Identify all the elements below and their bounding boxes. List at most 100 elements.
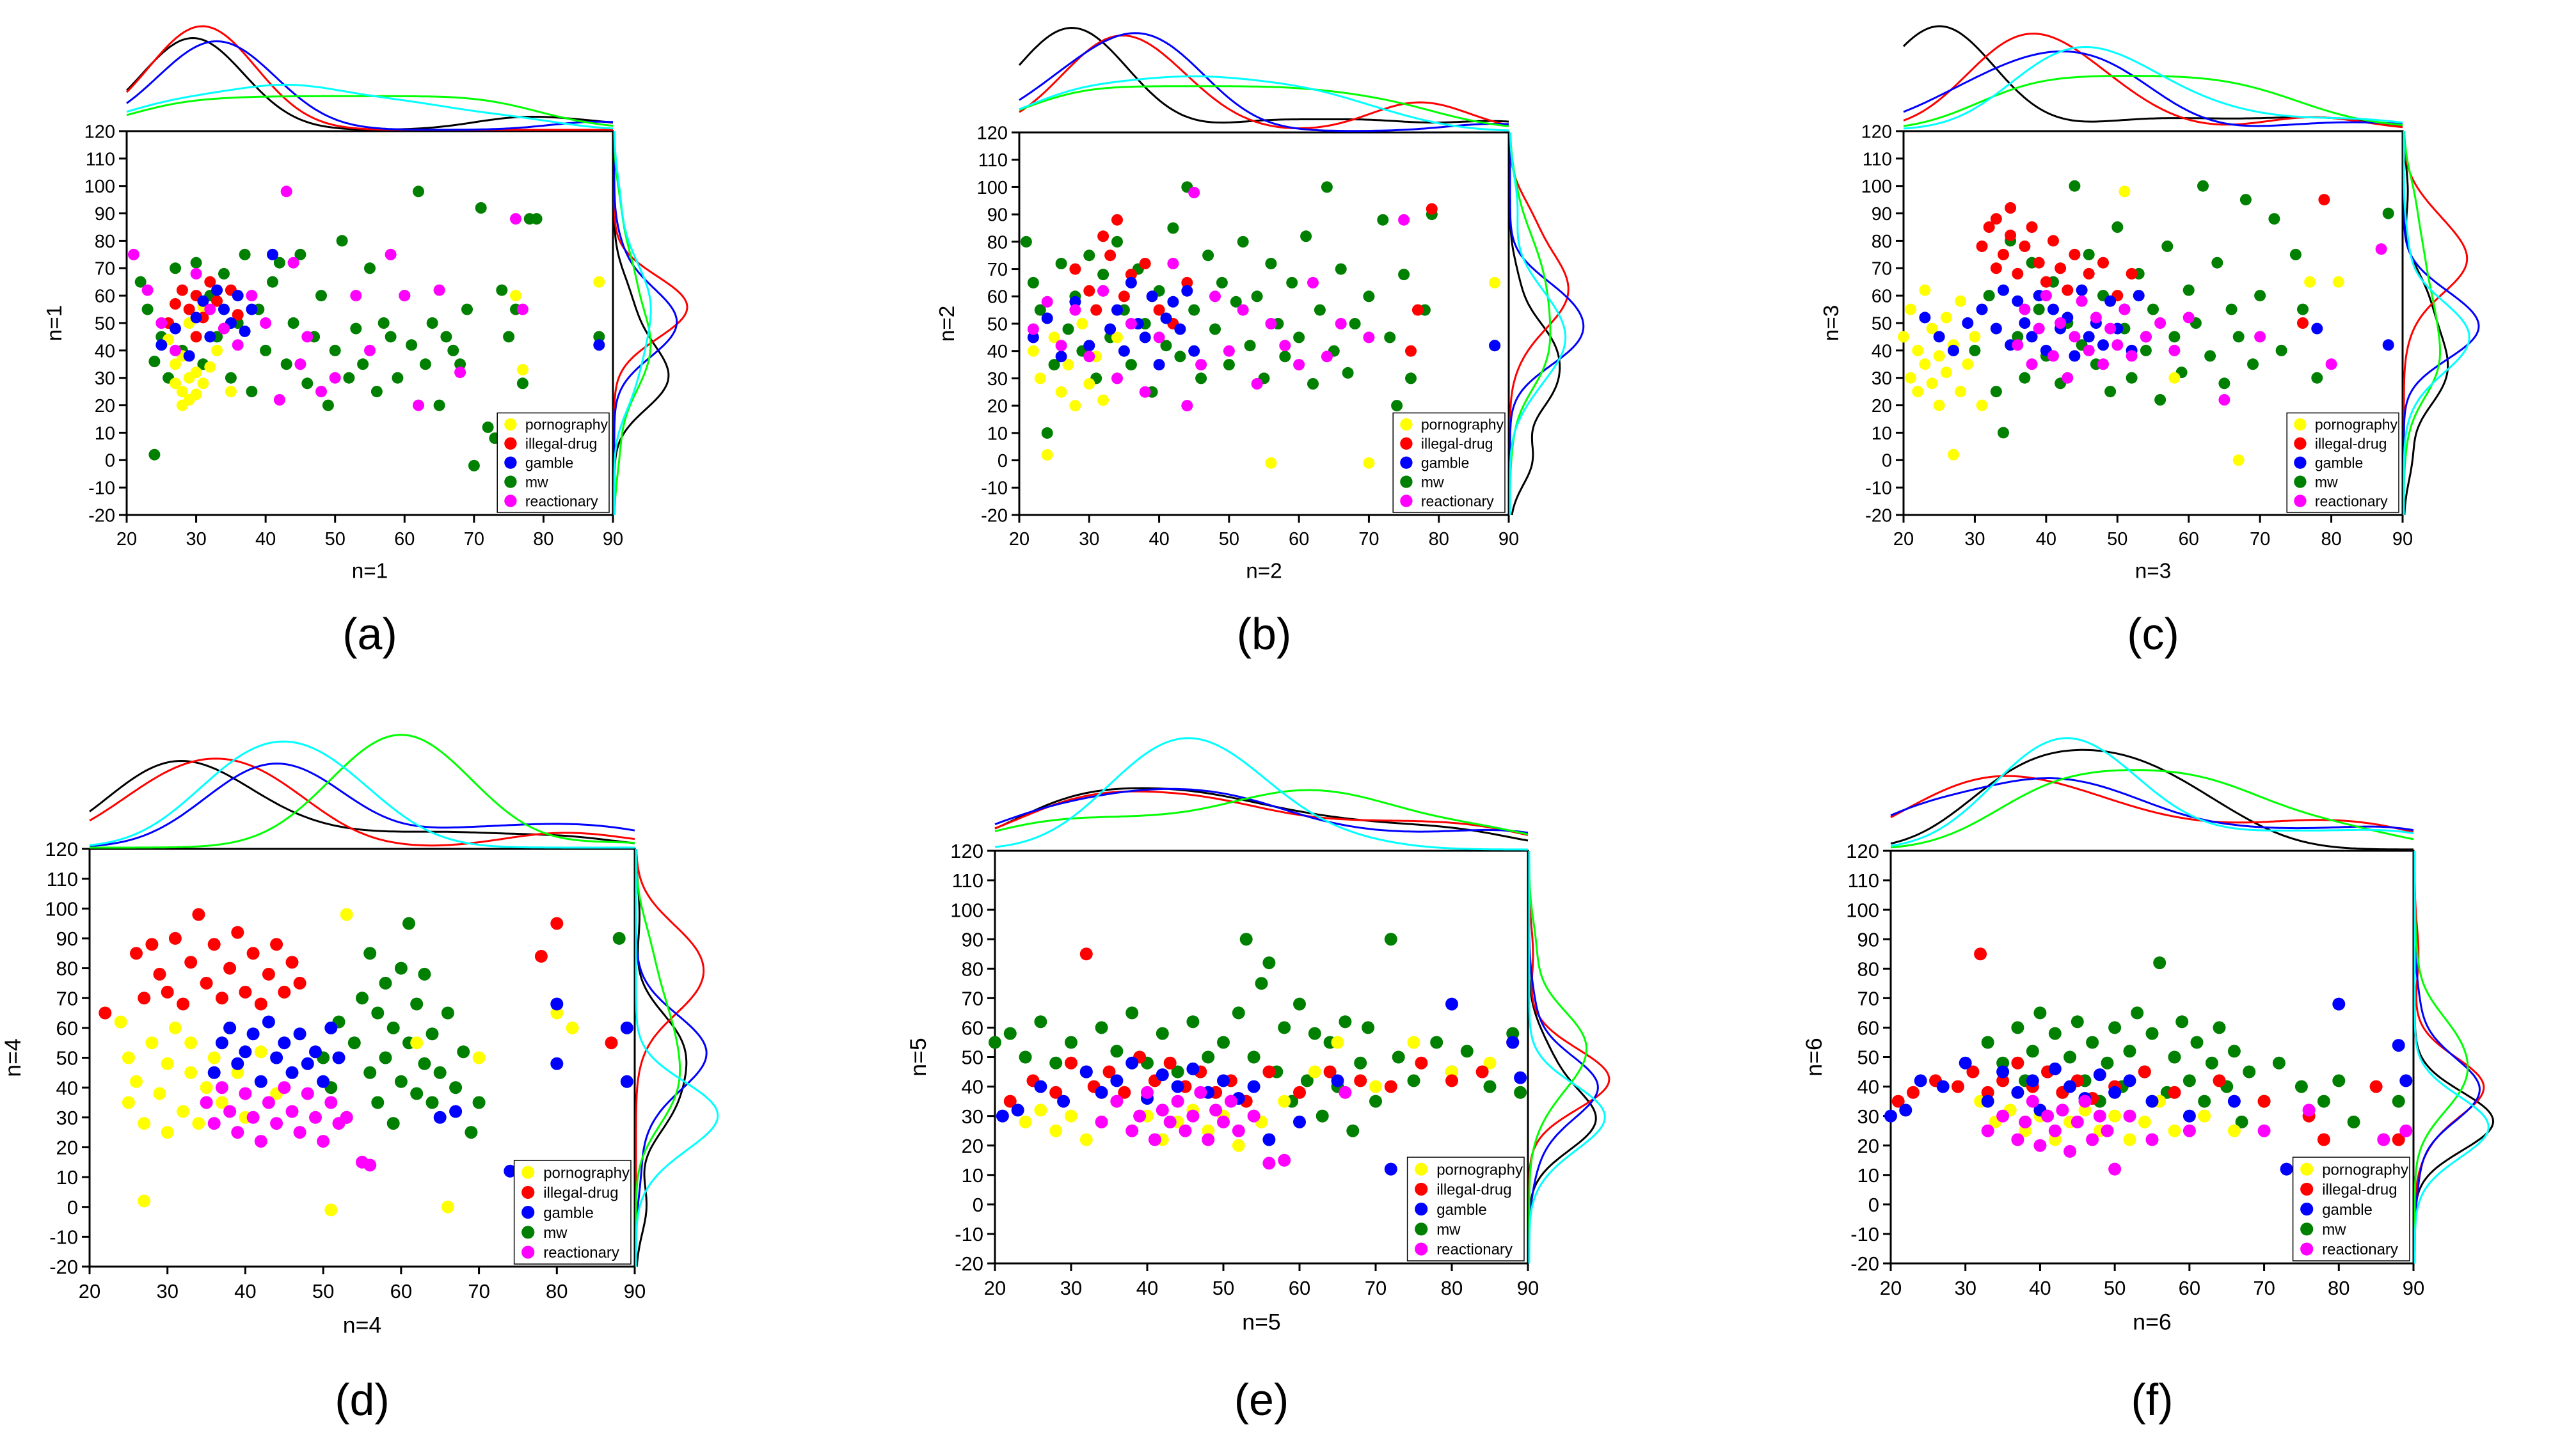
point-reactionary: [1055, 340, 1067, 352]
point-gamble: [1919, 312, 1931, 324]
point-reactionary: [170, 344, 181, 356]
point-illegal-drug: [1990, 213, 2002, 225]
point-reactionary: [2123, 1109, 2136, 1123]
point-gamble: [211, 284, 223, 296]
point-mw: [1969, 344, 1981, 356]
point-reactionary: [2083, 344, 2095, 356]
point-mw: [1167, 222, 1179, 234]
point-gamble: [246, 1027, 260, 1041]
point-gamble: [262, 1015, 275, 1029]
point-reactionary: [2154, 317, 2167, 329]
point-mw: [148, 448, 161, 461]
point-mw: [2168, 1050, 2181, 1064]
point-mw: [2272, 1056, 2286, 1070]
point-illegal-drug: [1998, 248, 2009, 260]
point-reactionary: [516, 303, 529, 315]
x-tick-label: 40: [1136, 1277, 1158, 1299]
x-tick-label: 60: [394, 529, 415, 550]
point-illegal-drug: [184, 956, 198, 969]
point-reactionary: [207, 1117, 221, 1130]
point-reactionary: [2063, 1144, 2077, 1158]
point-pornography: [1905, 372, 1917, 384]
point-reactionary: [1083, 351, 1095, 363]
point-mw: [1125, 359, 1137, 371]
x-tick-label: 50: [312, 1280, 334, 1302]
right-density-gamble: [2413, 851, 2481, 1263]
point-gamble: [2026, 331, 2038, 343]
point-illegal-drug: [2019, 241, 2031, 252]
point-gamble: [1146, 290, 1158, 303]
point-gamble: [1111, 304, 1123, 316]
point-reactionary: [340, 1111, 353, 1124]
point-pornography: [1202, 1124, 1215, 1137]
y-tick-label: -10: [981, 478, 1008, 499]
point-pornography: [122, 1051, 135, 1064]
point-gamble: [2063, 1080, 2077, 1093]
point-pornography: [2119, 186, 2131, 198]
point-pornography: [1976, 399, 1988, 411]
point-illegal-drug: [192, 908, 205, 921]
point-reactionary: [1335, 318, 1347, 329]
point-mw: [1362, 1021, 1375, 1034]
point-gamble: [285, 1066, 299, 1079]
x-tick-label: 40: [1149, 529, 1169, 550]
y-axis-label: n=2: [935, 306, 959, 342]
y-tick-label: 60: [1872, 287, 1892, 307]
point-reactionary: [2026, 358, 2038, 370]
point-gamble: [1445, 997, 1458, 1011]
point-reactionary: [232, 339, 244, 351]
point-gamble: [1188, 345, 1200, 357]
top-density-gamble: [1019, 32, 1509, 132]
legend-marker-reactionary: [1400, 494, 1413, 507]
point-pornography: [200, 1081, 213, 1095]
legend-label: pornography: [2315, 416, 2398, 433]
point-reactionary: [1339, 1086, 1352, 1099]
point-mw: [426, 317, 438, 329]
point-reactionary: [1156, 1103, 1169, 1117]
x-tick-label: 20: [1880, 1277, 1902, 1299]
y-tick-label: -20: [981, 505, 1008, 526]
point-mw: [530, 213, 543, 225]
point-pornography: [550, 1006, 564, 1020]
y-tick-label: 90: [95, 204, 115, 225]
point-pornography: [441, 1200, 454, 1214]
legend-marker-mw: [2300, 1222, 2314, 1236]
top-density-gamble: [89, 763, 635, 848]
point-reactionary: [2093, 1109, 2106, 1123]
point-mw: [2227, 1045, 2241, 1058]
point-mw: [1346, 1124, 1360, 1137]
point-reactionary: [301, 331, 314, 343]
point-illegal-drug: [1976, 241, 1988, 252]
point-illegal-drug: [2069, 248, 2081, 260]
point-gamble: [1041, 312, 1053, 324]
x-tick-label: 50: [325, 529, 346, 550]
x-tick-label: 90: [1517, 1277, 1539, 1299]
point-mw: [1981, 1036, 1994, 1049]
point-pornography: [2168, 372, 2181, 384]
point-illegal-drug: [254, 997, 267, 1011]
point-illegal-drug: [1411, 304, 1424, 316]
point-gamble: [996, 1109, 1009, 1123]
legend-marker-pornography: [1415, 1162, 1428, 1176]
point-mw: [1377, 214, 1389, 226]
y-tick-label: 10: [987, 423, 1008, 444]
point-reactionary: [155, 317, 168, 329]
point-mw: [989, 1036, 1001, 1049]
point-mw: [148, 356, 161, 367]
x-tick-label: 30: [156, 1280, 178, 1302]
top-density-reactionary: [126, 83, 614, 130]
point-reactionary: [309, 1111, 322, 1124]
x-tick-label: 30: [1079, 529, 1099, 550]
x-tick-label: 30: [1060, 1277, 1082, 1299]
point-illegal-drug: [145, 938, 159, 951]
y-axis-label: n=3: [1820, 305, 1843, 342]
y-tick-label: 70: [962, 988, 983, 1010]
point-illegal-drug: [293, 976, 306, 990]
x-tick-label: 60: [2179, 529, 2199, 550]
point-gamble: [1884, 1109, 1897, 1123]
point-illegal-drug: [2168, 1086, 2181, 1099]
point-mw: [425, 1027, 439, 1041]
point-mw: [2086, 1036, 2099, 1049]
point-pornography: [1019, 1115, 1032, 1128]
point-mw: [425, 1096, 439, 1109]
